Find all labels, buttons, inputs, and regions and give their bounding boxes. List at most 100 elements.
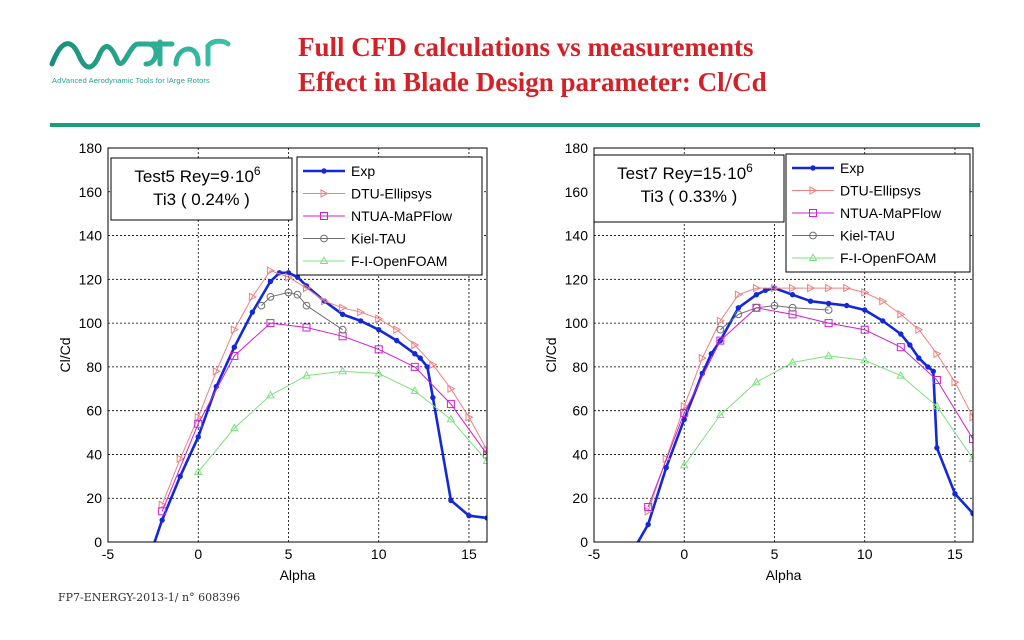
y-tick-label: 140 [79,228,103,244]
data-point-kiel-tau [338,325,347,334]
header-divider [50,123,980,127]
y-tick-label: 120 [79,271,103,287]
legend-marker-f-i-openfoam [319,256,329,264]
data-point-dtu-ellipsys [176,454,185,464]
data-point-f-i-openfoam [752,377,761,386]
y-tick-label: 100 [565,315,589,331]
data-point-dtu-ellipsys [465,412,474,422]
data-point-f-i-openfoam [679,460,689,469]
legend-label-kiel-tau: Kiel-TAU [840,228,895,244]
annotation-reynolds-exponent: 6 [254,164,261,178]
plot-area [153,266,487,542]
data-point-f-i-openfoam [896,370,906,379]
data-point-exp [925,364,931,370]
data-point-exp [663,464,669,471]
x-tick-label: 15 [461,546,477,562]
data-point-exp [339,311,346,318]
data-point-ntua-mapflow [932,376,941,385]
series-line-kiel-tau [261,292,343,331]
x-tick-label: 0 [680,546,688,562]
legend-label-ntua-mapflow: NTUA-MaPFlow [840,205,942,221]
y-tick-label: 40 [572,446,588,462]
data-point-dtu-ellipsys [375,314,384,324]
data-point-f-i-openfoam [193,467,203,475]
legend-label-exp: Exp [351,163,375,179]
y-tick-label: 180 [79,140,103,156]
data-point-ntua-mapflow [302,323,311,332]
y-tick-label: 80 [86,359,102,375]
avatar-logo: AdVanced Aerodynamic Tools for lArge Rot… [48,30,263,90]
data-point-f-i-openfoam [788,357,797,366]
data-point-dtu-ellipsys [357,307,366,317]
data-point-exp [376,326,382,333]
y-axis-label: Cl/Cd [57,337,73,372]
data-point-kiel-tau [257,301,266,310]
y-tick-label: 160 [565,184,589,200]
y-tick-label: 60 [86,403,102,419]
data-point-ntua-mapflow [860,325,869,334]
data-point-exp [267,278,274,285]
legend-label-dtu-ellipsys: DTU-Ellipsys [840,183,921,199]
data-point-kiel-tau [824,306,833,314]
data-point-ntua-mapflow [716,336,725,345]
data-point-dtu-ellipsys [339,303,348,313]
legend-marker-dtu-ellipsys [809,186,818,195]
annotation-box [110,157,293,221]
data-point-dtu-ellipsys [266,266,275,275]
x-axis-label: Alpha [280,567,316,583]
data-point-ntua-mapflow [824,319,833,328]
x-tick-label: 15 [947,546,963,562]
y-tick-label: 60 [572,403,588,419]
title-line-1: Full CFD calculations vs measurements [298,32,754,62]
data-point-exp [417,355,423,361]
footer-project-id: FP7-ENERGY-2013-1/ n° 608396 [58,591,241,604]
legend-marker-kiel-tau [809,231,817,240]
data-point-exp [789,291,796,298]
x-tick-label: 5 [771,546,779,562]
legend-marker-ntua-mapflow [809,209,817,217]
data-point-exp [448,497,454,504]
series-line-f-i-openfoam [683,355,973,466]
data-point-f-i-openfoam [860,355,870,364]
data-point-exp [177,473,183,480]
data-point-ntua-mapflow [194,419,203,428]
data-point-dtu-ellipsys [825,283,834,293]
data-point-ntua-mapflow [483,450,487,459]
data-point-exp [466,513,472,519]
series-line-ntua-mapflow [647,307,973,508]
data-point-dtu-ellipsys [303,283,312,293]
data-point-kiel-tau [752,303,761,312]
legend-label-dtu-ellipsys: DTU-Ellipsys [351,186,432,202]
data-point-f-i-openfoam [338,366,347,375]
legend-label-f-i-openfoam: F-I-OpenFOAM [840,250,936,266]
data-point-exp [231,344,238,350]
annotation-reynolds-base: Test5 Rey=9·10 [134,167,254,186]
data-point-ntua-mapflow [446,400,455,409]
data-point-ntua-mapflow [896,343,905,352]
data-point-exp [862,307,868,313]
data-point-dtu-ellipsys [915,325,924,335]
annotation-reynolds: Test5 Rey=9·106 [134,164,261,186]
data-point-f-i-openfoam [968,453,973,462]
data-point-exp [249,309,256,315]
data-point-f-i-openfoam [932,401,942,410]
data-point-dtu-ellipsys [770,283,780,293]
data-point-kiel-tau [302,301,311,310]
data-point-dtu-ellipsys [807,283,816,293]
legend-marker-f-i-openfoam [808,253,818,261]
y-tick-label: 100 [79,315,103,331]
data-point-ntua-mapflow [680,408,689,417]
data-point-ntua-mapflow [374,345,383,354]
data-point-ntua-mapflow [158,507,167,516]
data-point-ntua-mapflow [410,362,419,371]
annotation-turbulence: Ti3 ( 0.33% ) [641,187,738,206]
data-point-kiel-tau [770,301,779,310]
legend-label-ntua-mapflow: NTUA-MaPFlow [351,208,453,224]
y-tick-label: 120 [565,271,589,287]
annotation-reynolds-base: Test7 Rey=15·10 [617,164,746,183]
annotation-box [593,154,785,223]
annotation-reynolds: Test7 Rey=15·106 [617,161,753,183]
data-point-dtu-ellipsys [933,349,942,359]
series-line-exp [636,286,973,542]
legend-label-kiel-tau: Kiel-TAU [351,231,406,247]
